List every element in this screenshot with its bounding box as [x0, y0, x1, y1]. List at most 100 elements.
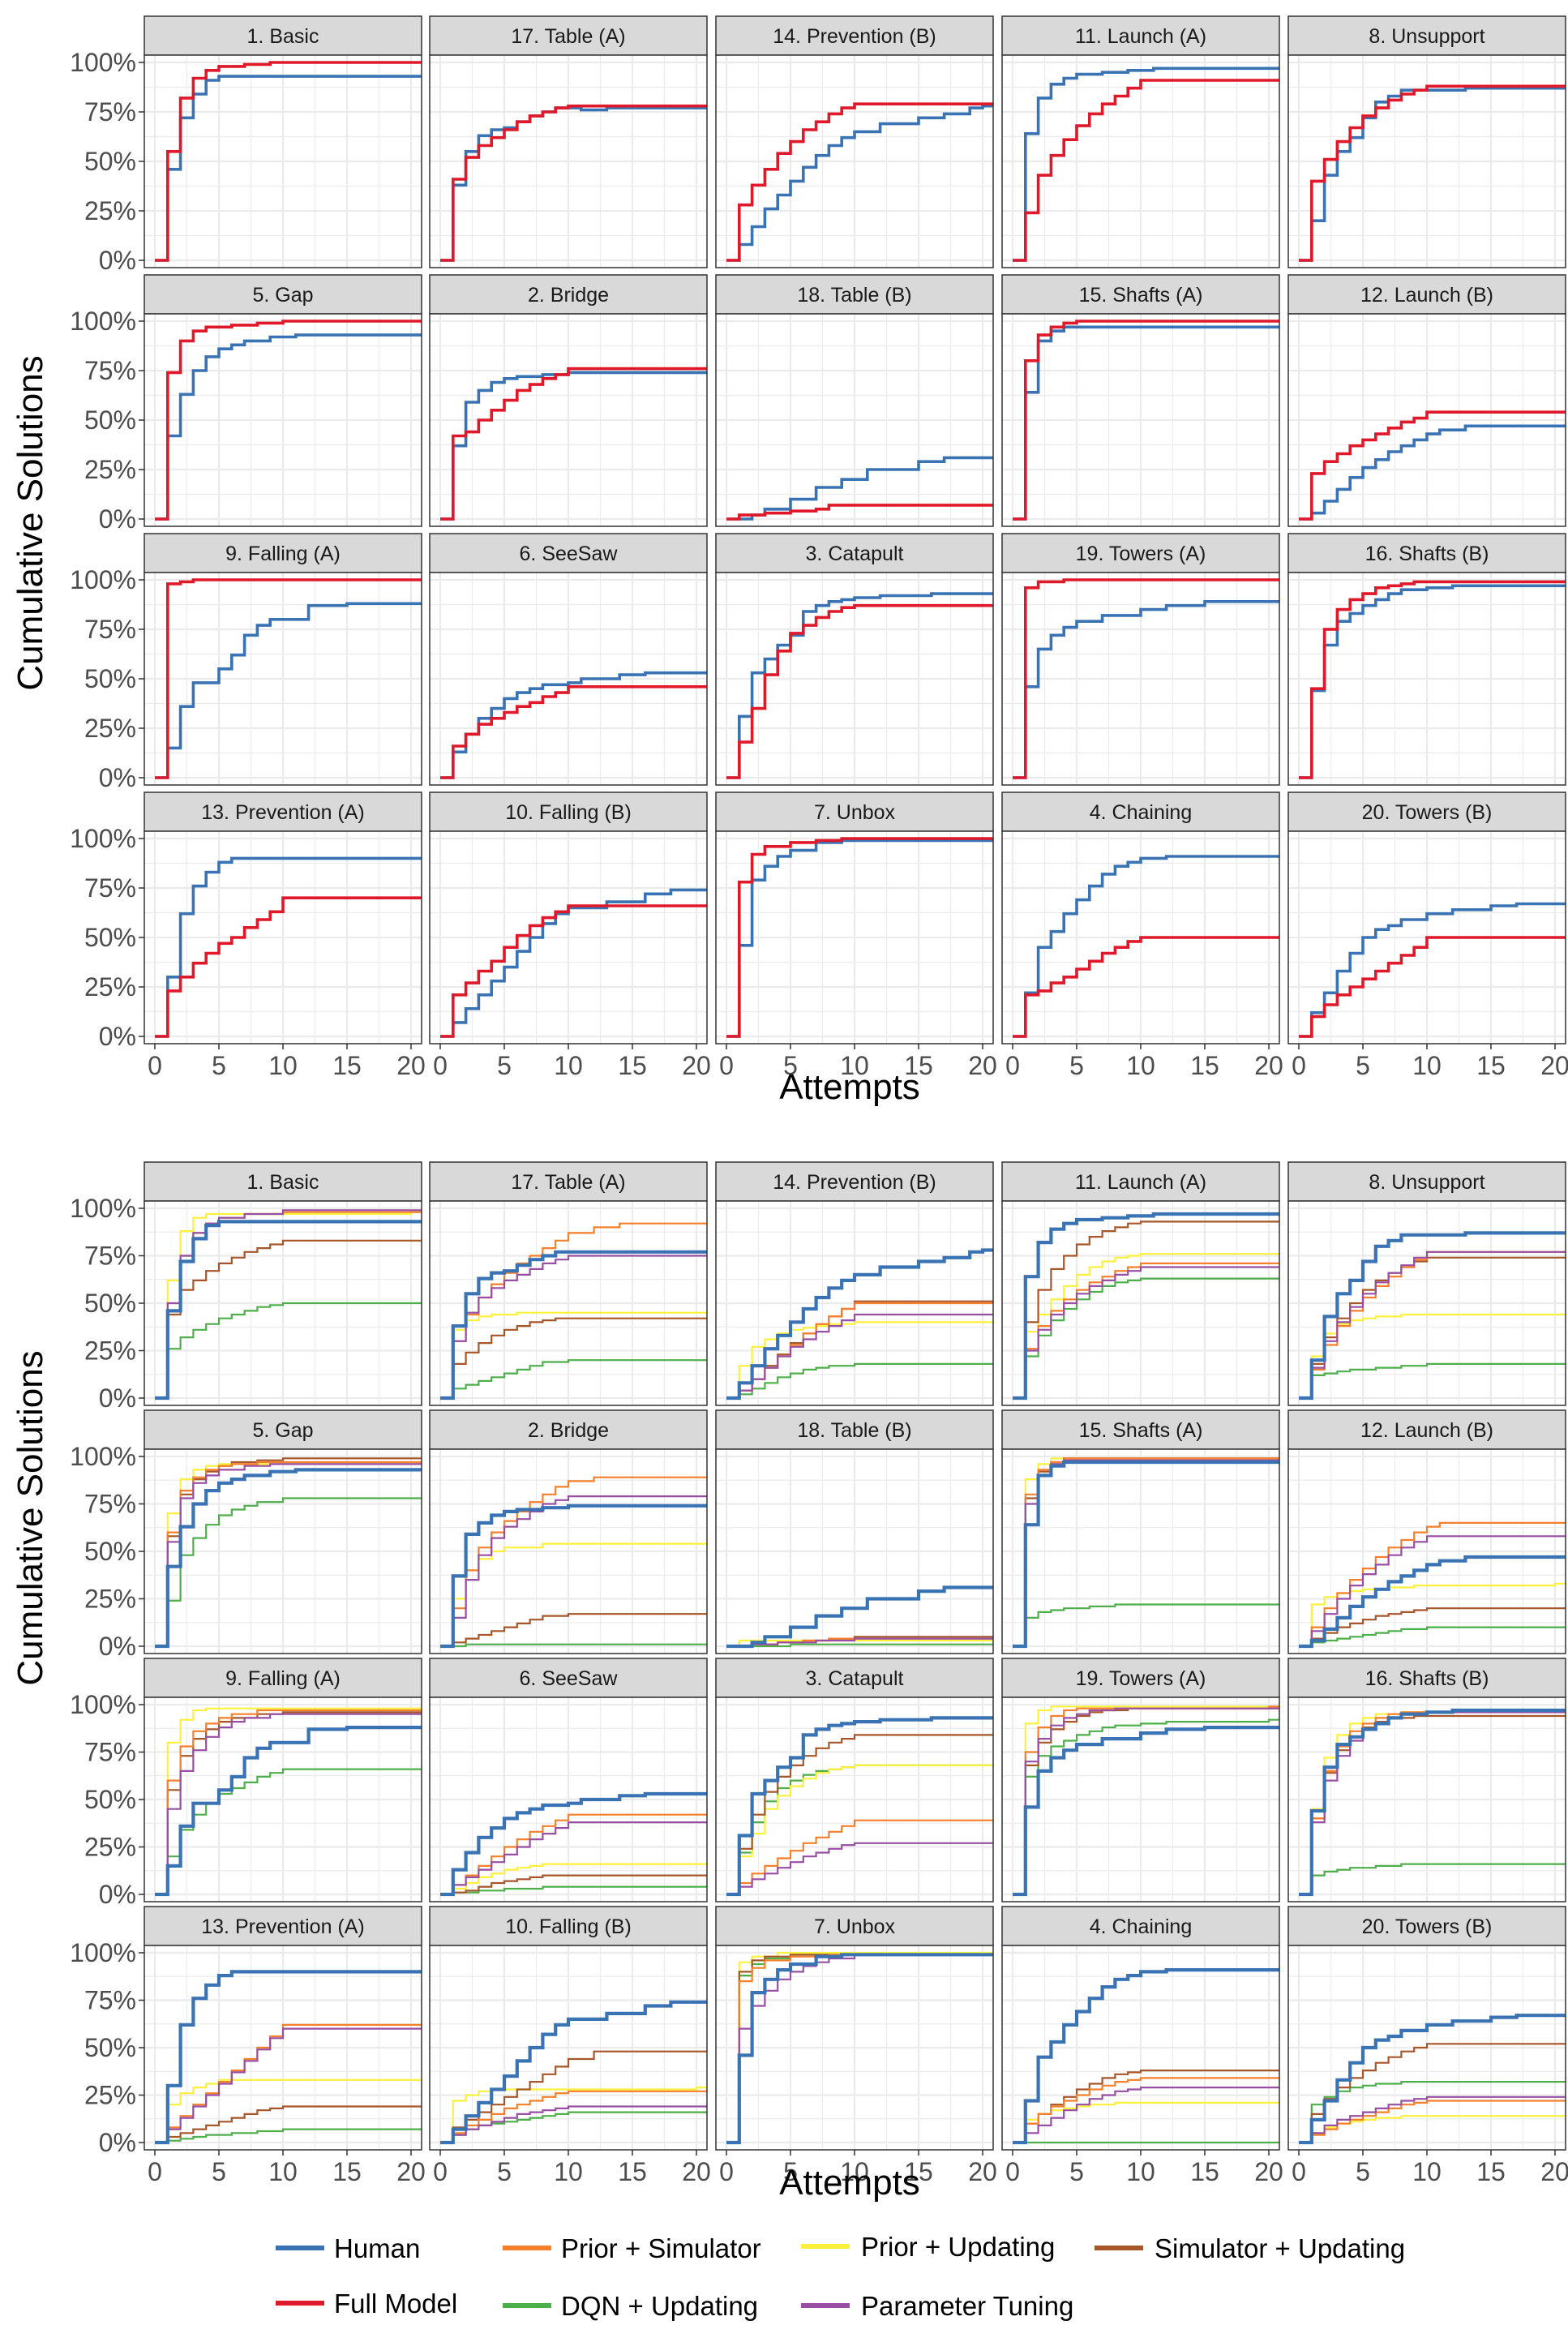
facet-panel: 3. Catapult — [715, 533, 994, 786]
x-tick-label: 0 — [148, 2157, 162, 2186]
series-line-full-model — [1299, 936, 1566, 1038]
bottom-x-axis-title: Attempts — [779, 2163, 920, 2203]
series-line-human — [155, 1468, 422, 1649]
series-line-prior-simulator — [155, 1709, 422, 1896]
facet-panel: 8. Unsupport — [1287, 1161, 1566, 1406]
facet-title: 7. Unbox — [814, 801, 896, 824]
facet-panel: 20. Towers (B) 0 5 10 15 20 — [1287, 1906, 1568, 2186]
y-tick-label: 75% — [84, 1490, 136, 1519]
facet-panel: 14. Prevention (B) — [715, 1161, 994, 1406]
x-tick-label: 10 — [1412, 2157, 1442, 2186]
series-line-full-model — [440, 904, 707, 1038]
x-tick-label: 0 — [1005, 1051, 1020, 1080]
facet-panel: 9. Falling (A) 0% 25% 50% 75% 100% — [70, 533, 422, 792]
facet-strip — [429, 791, 708, 832]
x-tick-label: 0 — [1292, 1051, 1306, 1080]
facet-panel: 14. Prevention (B) — [715, 15, 994, 268]
series-line-parameter-tuning — [1013, 1707, 1279, 1896]
series-line-simulator-updating — [155, 2105, 422, 2144]
facet-panel: 11. Launch (A) — [1001, 15, 1280, 268]
facet-panel: 2. Bridge — [429, 274, 708, 527]
top-x-axis-title: Attempts — [779, 1067, 920, 1107]
panel-border — [1001, 1697, 1280, 1902]
facet-title: 19. Towers (A) — [1076, 1667, 1206, 1690]
series-line-human — [155, 333, 422, 521]
facet-strip — [1001, 1658, 1280, 1698]
x-tick-label: 20 — [968, 2157, 997, 2186]
series-line-human — [155, 1220, 422, 1401]
facet-strip — [1001, 533, 1280, 573]
facet-strip — [144, 1658, 422, 1698]
facet-strip — [429, 1906, 708, 1946]
y-tick-label: 50% — [84, 923, 136, 952]
facet-title: 8. Unsupport — [1369, 1171, 1484, 1194]
series-line-human — [726, 1716, 993, 1897]
facet-title: 1. Basic — [247, 25, 319, 48]
series-line-full-model — [155, 896, 422, 1038]
x-tick-label: 10 — [268, 1051, 298, 1080]
facet-title: 20. Towers (B) — [1362, 1915, 1493, 1938]
y-tick-label: 0% — [99, 246, 136, 275]
facet-panel: 4. Chaining 0 5 10 15 20 — [1001, 791, 1283, 1080]
y-tick-label: 50% — [84, 1289, 136, 1318]
facet-panel: 3. Catapult — [715, 1658, 994, 1902]
series-line-human — [440, 888, 707, 1038]
panel-border — [715, 313, 994, 527]
series-line-prior-updating — [155, 1211, 422, 1400]
y-tick-label: 0% — [99, 1022, 136, 1051]
series-line-human — [155, 856, 422, 1038]
facet-strip — [1287, 1409, 1566, 1450]
facet-title: 3. Catapult — [806, 1667, 904, 1690]
legend-label-parameter-tuning: Parameter Tuning — [861, 2291, 1073, 2321]
series-line-full-model — [726, 603, 993, 779]
facet-strip — [715, 1658, 994, 1698]
facet-title: 4. Chaining — [1090, 1915, 1192, 1938]
series-line-parameter-tuning — [440, 1821, 707, 1896]
y-tick-label: 100% — [70, 824, 136, 853]
y-tick-label: 75% — [84, 1738, 136, 1767]
facet-strip — [1001, 1161, 1280, 1202]
legend-label-prior-simulator: Prior + Simulator — [561, 2233, 761, 2263]
x-tick-label: 5 — [212, 1051, 226, 1080]
y-tick-label: 25% — [84, 1585, 136, 1614]
y-tick-label: 25% — [84, 972, 136, 1002]
facet-title: 14. Prevention (B) — [773, 1171, 936, 1194]
legend-item-human: Human — [276, 2233, 420, 2263]
facet-strip — [144, 1161, 422, 1202]
y-tick-label: 0% — [99, 504, 136, 534]
x-tick-label: 5 — [1069, 1051, 1084, 1080]
panel-border — [1287, 572, 1566, 786]
legend-item-full-model: Full Model — [276, 2289, 457, 2319]
series-line-human — [1299, 2014, 1566, 2145]
facet-panel: 1. Basic 0% 25% 50% 75% 100% — [70, 15, 422, 275]
facet-strip — [429, 1161, 708, 1202]
series-line-full-model — [1299, 84, 1566, 262]
series-line-prior-updating — [155, 1463, 422, 1648]
y-tick-label: 50% — [84, 1785, 136, 1814]
series-line-human — [1013, 1460, 1279, 1649]
facet-title: 16. Shafts (B) — [1365, 1667, 1489, 1690]
facet-title: 2. Bridge — [528, 284, 609, 307]
x-tick-label: 10 — [1126, 1051, 1155, 1080]
facet-title: 11. Launch (A) — [1075, 25, 1206, 48]
x-tick-label: 10 — [1412, 1051, 1442, 1080]
facet-title: 3. Catapult — [806, 543, 904, 565]
facet-strip — [144, 15, 422, 56]
facet-panel: 17. Table (A) — [429, 1161, 708, 1406]
legend-label-full-model: Full Model — [334, 2289, 457, 2319]
facet-panel: 2. Bridge — [429, 1409, 708, 1654]
facet-title: 14. Prevention (B) — [773, 25, 936, 48]
facet-strip — [715, 791, 994, 832]
series-line-human — [1013, 1726, 1279, 1897]
x-tick-label: 10 — [1126, 2157, 1155, 2186]
facet-panel: 6. SeeSaw — [429, 1658, 708, 1902]
facet-title: 18. Table (B) — [797, 284, 911, 307]
facet-panel: 4. Chaining 0 5 10 15 20 — [1001, 1906, 1283, 2186]
series-line-dqn-updating — [1299, 1863, 1566, 1896]
x-tick-label: 0 — [1005, 2157, 1020, 2186]
series-line-human — [440, 1791, 707, 1897]
series-line-dqn-updating — [1013, 1603, 1279, 1648]
y-tick-label: 75% — [84, 1242, 136, 1271]
x-tick-label: 0 — [1292, 2157, 1306, 2186]
series-line-full-model — [1013, 320, 1279, 521]
